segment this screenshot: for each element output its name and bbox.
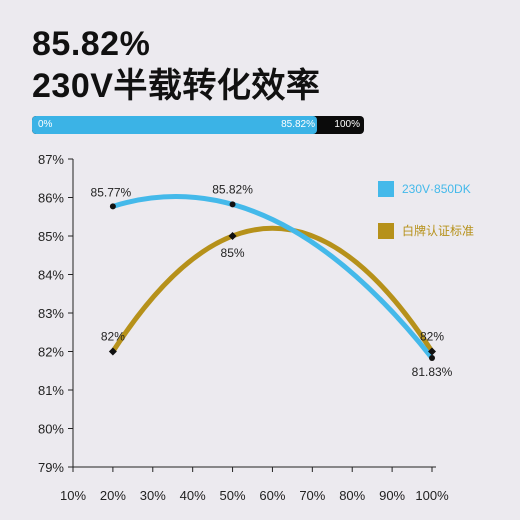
x-tick-label: 20% — [100, 488, 126, 503]
headline-subtitle: 230V半载转化效率 — [32, 67, 321, 105]
headline: 85.82% 230V半载转化效率 — [32, 24, 320, 106]
y-tick-label: 86% — [38, 191, 64, 206]
series-1-marker — [229, 201, 236, 208]
headline-value: 85.82% — [32, 25, 151, 63]
y-tick-label: 87% — [38, 152, 64, 167]
legend-label-series-2: 白牌认证标准 — [402, 224, 475, 238]
y-tick-label: 83% — [38, 306, 64, 321]
y-tick-label: 84% — [38, 268, 64, 283]
series-2-data-label: 85% — [221, 246, 245, 260]
progress-max-label: 100% — [334, 119, 360, 130]
y-tick-label: 80% — [38, 422, 64, 437]
series-2-data-label: 82% — [101, 330, 125, 344]
y-tick-label: 82% — [38, 345, 64, 360]
efficiency-progress-fill — [32, 116, 317, 134]
series-1-marker — [109, 203, 116, 210]
x-tick-label: 60% — [259, 488, 285, 503]
x-tick-label: 50% — [220, 488, 246, 503]
x-tick-label: 10% — [60, 488, 86, 503]
series-line-2 — [110, 226, 435, 354]
series-2-marker — [108, 347, 117, 356]
y-tick-label: 79% — [38, 460, 64, 475]
legend-label-series-1: 230V·850DK — [402, 182, 471, 196]
progress-min-label: 0% — [38, 119, 53, 130]
series-2-data-label: 82% — [420, 330, 444, 344]
efficiency-progress-bar: 0% 85.82% 100% — [32, 116, 364, 134]
y-tick-label: 85% — [38, 229, 64, 244]
x-tick-label: 100% — [415, 488, 449, 503]
series-1-data-label: 81.83% — [412, 365, 453, 379]
series-2-marker — [228, 232, 237, 240]
y-tick-label: 81% — [38, 383, 64, 398]
x-tick-label: 70% — [299, 488, 325, 503]
series-1-data-label: 85.82% — [212, 182, 253, 196]
legend-swatch-series-2 — [378, 222, 394, 239]
series-1-data-label: 85.77% — [91, 185, 132, 199]
progress-value-label: 85.82% — [281, 119, 315, 130]
legend-item-series-1: 230V·850DK — [378, 181, 471, 197]
series-2-marker — [428, 347, 436, 356]
x-tick-label: 80% — [339, 488, 365, 503]
series-1-marker — [429, 355, 435, 362]
x-tick-label: 40% — [180, 488, 206, 503]
x-tick-label: 90% — [379, 488, 405, 503]
legend-item-series-2: 白牌认证标准 — [378, 222, 474, 239]
x-tick-label: 30% — [140, 488, 166, 503]
legend-swatch-series-1 — [378, 181, 394, 197]
series-line-1 — [110, 194, 435, 361]
